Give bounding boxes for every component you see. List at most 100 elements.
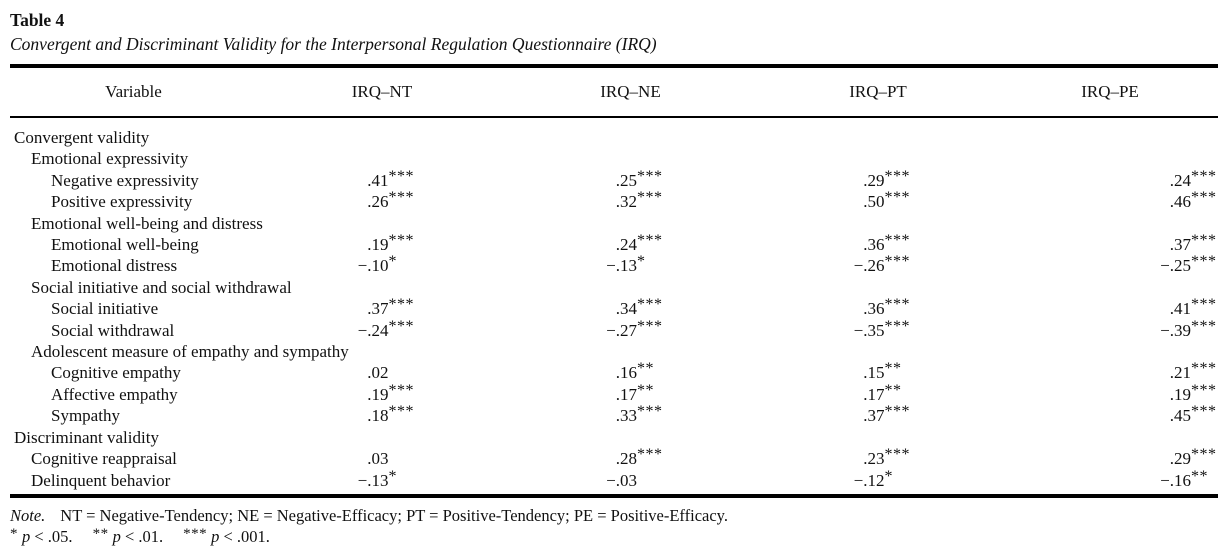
correlation-value: .24 *** <box>1169 167 1217 190</box>
table-row: Emotional expressivity <box>10 148 1218 169</box>
correlation-value: −.25 *** <box>1160 253 1217 276</box>
significance-stars: *** <box>1191 189 1217 207</box>
significance-stars: *** <box>1191 360 1217 378</box>
table-row: Positive expressivity .26 *** .32 *** .50 ***.… <box>10 189 1218 212</box>
correlation-value: .26 *** <box>367 189 414 212</box>
table-note: Note. NT = Negative-Tendency; NE = Negati… <box>10 505 1218 526</box>
correlation-value: .18 *** <box>367 403 414 426</box>
correlation-value: .19 *** <box>367 232 414 255</box>
significance-stars: *** <box>884 296 910 314</box>
row-label: Social initiative <box>51 299 159 319</box>
value-cell: .29 *** <box>1002 446 1218 469</box>
value-cell <box>754 117 1002 148</box>
row-label: Social initiative and social withdrawal <box>31 277 292 297</box>
correlation-value: −.03 <box>597 470 664 491</box>
column-header-variable: Variable <box>10 66 257 118</box>
significance-stars: *** <box>637 189 663 207</box>
significance-stars: *** <box>388 232 414 250</box>
correlation-value: −.16 ** <box>1151 468 1218 491</box>
significance-stars: *** <box>637 403 663 421</box>
significance-stars: *** <box>884 189 910 207</box>
significance-stars: *** <box>884 446 910 464</box>
table-row: Affective empathy .19 *** .17 ** .17 ** .19 *** <box>10 381 1218 405</box>
value-cell: −.39 *** <box>1002 318 1218 341</box>
row-label: Emotional distress <box>51 256 178 276</box>
value-cell: −.12 * <box>754 468 1002 496</box>
value-cell <box>507 341 754 362</box>
correlation-value: .17 ** <box>845 382 912 405</box>
header-row: Variable IRQ–NT IRQ–NE IRQ–PT IRQ–PE <box>10 66 1218 118</box>
column-header-irq-nt: IRQ–NT <box>257 66 507 118</box>
row-label: Sympathy <box>51 406 120 426</box>
significance-stars: *** <box>637 232 663 250</box>
row-label: Cognitive empathy <box>51 363 181 383</box>
table-row: Negative expressivity .41 *** .25 *** .29 ***.… <box>10 167 1218 191</box>
significance-stars: *** <box>388 189 414 207</box>
value-cell <box>257 277 507 298</box>
row-label: Emotional expressivity <box>31 149 189 169</box>
row-label: Negative expressivity <box>51 170 199 190</box>
table-row: Social initiative .37 *** .34 *** .36 *** .41 **… <box>10 296 1218 319</box>
value-cell: .37 *** <box>754 403 1002 426</box>
row-label: Discriminant validity <box>14 427 159 447</box>
value-cell: .18 *** <box>257 403 507 426</box>
table-row: Social initiative and social withdrawal <box>10 277 1218 298</box>
table-row: Sympathy .18 *** .33 *** .37 *** .45 *** <box>10 403 1218 426</box>
correlation-value: .32 *** <box>615 189 663 212</box>
value-cell: .46 *** <box>1002 189 1218 212</box>
correlation-value: −.13 * <box>349 468 416 491</box>
significance-stars: *** <box>637 446 663 464</box>
correlation-value: −.35 *** <box>853 317 910 340</box>
value-cell <box>507 117 754 148</box>
significance-stars: *** <box>1191 403 1217 421</box>
correlation-value: .45 *** <box>1169 403 1217 426</box>
column-header-irq-pt: IRQ–PT <box>754 66 1002 118</box>
value-cell <box>1002 213 1218 234</box>
significance-note: * p < .05. ** p < .01. *** p < .001. <box>10 526 1218 549</box>
significance-item: *** p < .001. <box>183 525 270 546</box>
value-cell: .45 *** <box>1002 403 1218 426</box>
correlation-value: −.24 *** <box>357 317 414 340</box>
significance-stars: ** <box>884 360 902 378</box>
correlation-value: .29 *** <box>1169 446 1217 469</box>
value-cell: .19 *** <box>257 381 507 405</box>
significance-stars <box>389 358 416 379</box>
value-cell <box>754 427 1002 448</box>
significance-stars <box>389 444 416 465</box>
value-cell: .41 *** <box>1002 296 1218 319</box>
correlation-value: .25 *** <box>615 167 663 190</box>
value-cell: .36 *** <box>754 232 1002 255</box>
table-row: Emotional well-being and distress <box>10 213 1218 234</box>
value-cell: .19 *** <box>257 232 507 255</box>
correlation-value: −.26 *** <box>853 253 910 276</box>
value-cell: .36 *** <box>754 296 1002 319</box>
value-cell <box>257 213 507 234</box>
value-cell: .41 *** <box>257 168 507 191</box>
value-cell: .24 *** <box>507 232 754 255</box>
correlation-value: −.13 * <box>597 253 664 276</box>
significance-stars: *** <box>637 317 663 335</box>
value-cell: .24 *** <box>1002 167 1218 191</box>
significance-stars: * <box>388 253 397 271</box>
significance-stars: *** <box>1191 446 1217 464</box>
value-cell: .02 <box>257 362 507 383</box>
significance-stars: * <box>637 253 646 271</box>
value-cell <box>507 277 754 298</box>
table-row: Social withdrawal −.24 *** −.27 *** −.35 *** −.… <box>10 317 1218 341</box>
significance-stars <box>637 466 664 487</box>
correlation-value: .23 *** <box>863 446 910 469</box>
correlation-value: .29 *** <box>863 167 910 190</box>
validity-table: Variable IRQ–NT IRQ–NE IRQ–PT IRQ–PE Con… <box>10 64 1218 498</box>
significance-stars: *** <box>884 253 910 271</box>
correlation-value: .02 <box>349 362 416 383</box>
value-cell: −.24 *** <box>257 317 507 341</box>
value-cell: .17 ** <box>507 382 754 405</box>
correlation-value: .19 *** <box>367 381 414 404</box>
value-cell <box>1002 341 1218 362</box>
correlation-value: .41 *** <box>1169 296 1217 319</box>
value-cell: .33 *** <box>507 403 754 426</box>
significance-item: * p < .05. <box>10 525 73 546</box>
significance-stars: *** <box>1191 381 1217 399</box>
significance-stars: ** <box>637 360 654 378</box>
correlation-value: −.10 * <box>349 253 416 276</box>
